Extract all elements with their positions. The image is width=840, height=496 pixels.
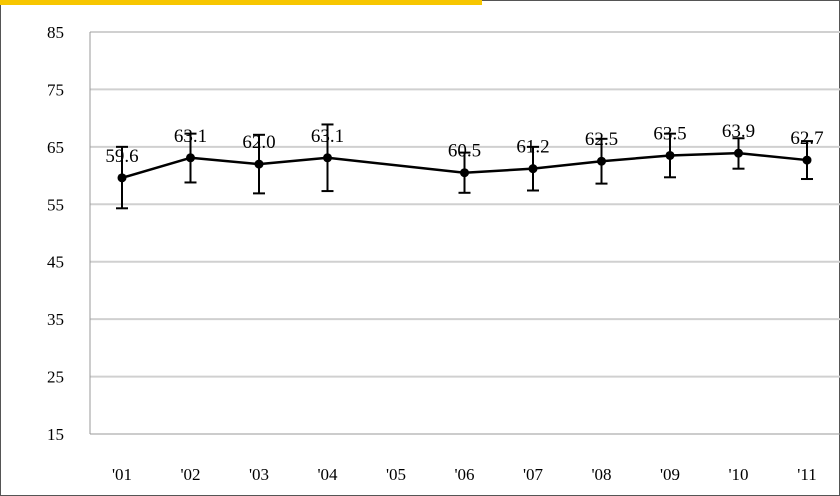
x-tick-label: '07 [523, 465, 544, 484]
x-tick-label: '01 [112, 465, 132, 484]
y-tick-label: 15 [47, 425, 64, 444]
data-label: 63.5 [653, 123, 686, 144]
data-label: 63.1 [311, 126, 344, 147]
data-label: 59.6 [105, 146, 138, 167]
data-point [734, 148, 743, 158]
data-label: 61.2 [516, 137, 549, 158]
x-tick-label: '04 [317, 465, 338, 484]
data-point [323, 153, 332, 163]
data-point [117, 173, 127, 183]
data-point [254, 159, 264, 169]
x-tick-label: '08 [591, 465, 611, 484]
data-label: 62.5 [585, 129, 618, 150]
data-point [186, 153, 195, 163]
data-point [528, 164, 538, 174]
x-tick-label: '03 [249, 465, 269, 484]
data-label: 63.1 [174, 126, 207, 147]
x-tick-label: '02 [180, 465, 200, 484]
data-point [802, 155, 812, 165]
series-line [121, 151, 808, 180]
y-tick-label: 45 [47, 253, 64, 272]
x-tick-label: '10 [728, 465, 748, 484]
data-point [665, 150, 675, 160]
y-tick-label: 55 [47, 195, 64, 214]
x-tick-label: '11 [797, 465, 816, 484]
data-point [460, 168, 469, 178]
x-tick-label: '06 [454, 465, 474, 484]
y-tick-label: 25 [47, 368, 64, 387]
y-tick-label: 75 [47, 80, 64, 99]
y-tick-label: 65 [47, 138, 64, 157]
data-label: 60.5 [448, 141, 481, 162]
x-tick-label: '09 [660, 465, 680, 484]
x-tick-label: '05 [386, 465, 406, 484]
y-tick-label: 85 [47, 23, 64, 42]
top-accent-bar [0, 0, 482, 5]
data-point [597, 156, 606, 166]
y-tick-label: 35 [47, 310, 64, 329]
data-label: 62.7 [790, 128, 823, 149]
data-label: 62.0 [242, 132, 275, 153]
data-label: 63.9 [722, 121, 755, 142]
